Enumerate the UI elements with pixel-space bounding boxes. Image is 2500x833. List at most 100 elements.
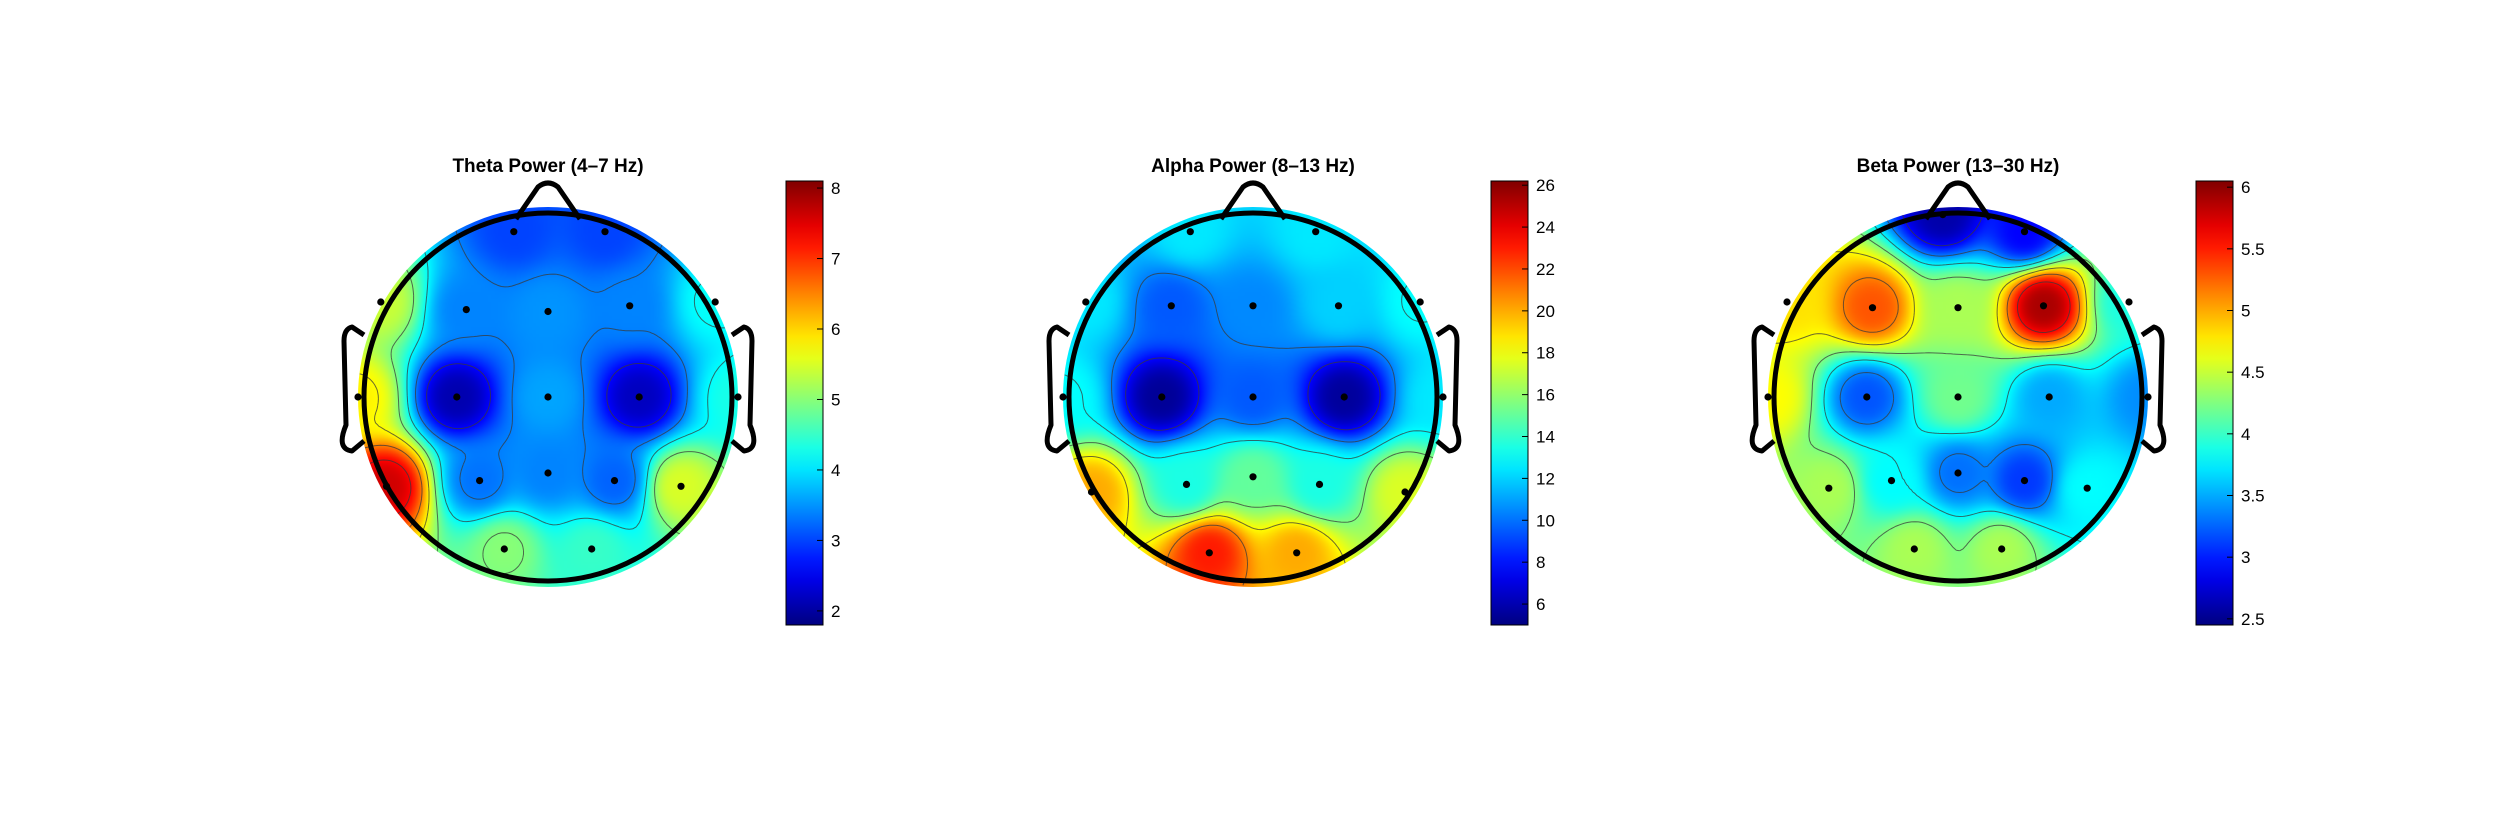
electrode-marker bbox=[1312, 228, 1320, 236]
electrode-marker bbox=[601, 228, 609, 236]
electrode-marker bbox=[2039, 302, 2048, 310]
colorbar-tick-label: 4 bbox=[831, 461, 840, 480]
head-outline bbox=[1771, 210, 2145, 584]
topoplot-panel-1: Theta Power (4–7 Hz) 2 3 4 5 6 7 8 bbox=[339, 156, 840, 626]
electrode-marker bbox=[1315, 480, 1324, 488]
electrode-marker bbox=[1887, 477, 1896, 485]
electrode-marker bbox=[1439, 393, 1447, 401]
electrode-marker bbox=[1416, 298, 1424, 306]
electrode-marker bbox=[1182, 480, 1191, 488]
colorbar-tick-label: 26 bbox=[1536, 176, 1555, 195]
colorbar-tick-label: 18 bbox=[1536, 344, 1555, 363]
colorbar-tick-label: 2.5 bbox=[2241, 610, 2265, 629]
colorbar-tick-label: 6 bbox=[1536, 595, 1545, 614]
electrode-marker bbox=[626, 302, 634, 310]
colorbar bbox=[785, 180, 824, 626]
panel-title: Beta Power (13–30 Hz) bbox=[1857, 156, 2060, 177]
electrode-marker bbox=[711, 298, 719, 306]
colorbar-tick-label: 8 bbox=[1536, 553, 1545, 572]
topoplot-panel-3: Beta Power (13–30 Hz) 2.5 3 3.5 4 4.5 5 5.5 6 bbox=[1749, 156, 2265, 629]
electrode-marker bbox=[610, 477, 619, 485]
electrode-marker bbox=[1293, 549, 1301, 557]
colorbar-tick-label: 5 bbox=[2241, 302, 2250, 321]
electrode-marker bbox=[1764, 393, 1772, 401]
electrode-marker bbox=[1249, 473, 1257, 481]
nose-outline bbox=[1923, 180, 1993, 221]
colorbar-tick-label: 4 bbox=[2241, 425, 2250, 444]
electrode-marker bbox=[462, 306, 470, 314]
colorbar-tick-label: 6 bbox=[2241, 178, 2250, 197]
colorbar-tick-label: 24 bbox=[1536, 218, 1555, 237]
electrode-marker bbox=[1334, 302, 1343, 310]
colorbar-tick-label: 7 bbox=[831, 250, 840, 269]
electrode-marker bbox=[476, 477, 484, 485]
colorbar-tick-label: 3 bbox=[2241, 548, 2250, 567]
colorbar-tick-label: 4.5 bbox=[2241, 363, 2265, 382]
colorbar-tick-label: 16 bbox=[1536, 386, 1555, 405]
electrode-marker bbox=[1954, 304, 1962, 312]
electrode-marker bbox=[1868, 304, 1877, 312]
electrode-marker bbox=[677, 482, 685, 490]
colorbar-tick-label: 10 bbox=[1536, 511, 1555, 530]
panel-title: Theta Power (4–7 Hz) bbox=[452, 156, 643, 177]
electrode-marker bbox=[354, 393, 362, 401]
electrode-marker bbox=[453, 393, 461, 401]
electrode-marker bbox=[1954, 469, 1962, 477]
colorbar-tick-label: 5 bbox=[831, 390, 840, 409]
electrode-marker bbox=[588, 545, 596, 553]
panel-title: Alpha Power (8–13 Hz) bbox=[1151, 156, 1355, 177]
electrode-marker bbox=[1910, 545, 1918, 553]
colorbar bbox=[1490, 180, 1529, 626]
electrode-marker bbox=[2144, 393, 2152, 401]
electrode-marker bbox=[635, 393, 643, 401]
nose-outline bbox=[1218, 180, 1288, 221]
electrode-marker bbox=[1939, 211, 1947, 219]
nose-outline bbox=[513, 180, 583, 221]
colorbar-tick-label: 12 bbox=[1536, 469, 1555, 488]
electrode-marker bbox=[544, 469, 552, 477]
electrode-marker bbox=[1863, 393, 1871, 401]
electrode-marker bbox=[1186, 228, 1194, 236]
electrode-marker bbox=[2125, 298, 2133, 306]
colorbar-tick-label: 14 bbox=[1536, 428, 1555, 447]
electrode-marker bbox=[1087, 488, 1096, 496]
electrode-marker bbox=[1167, 302, 1175, 310]
left-ear-outline bbox=[1749, 324, 1776, 454]
electrode-marker bbox=[1783, 298, 1791, 306]
right-ear-outline bbox=[2140, 324, 2167, 454]
electrode-marker bbox=[1205, 549, 1213, 557]
electrode-marker bbox=[2020, 477, 2029, 485]
colorbar-tick-label: 3 bbox=[831, 531, 840, 550]
electrode-marker bbox=[1340, 393, 1348, 401]
right-ear-outline bbox=[1435, 324, 1462, 454]
electrode-marker bbox=[1249, 393, 1257, 401]
colorbar-tick-label: 6 bbox=[831, 320, 840, 339]
electrode-marker bbox=[1059, 393, 1067, 401]
electrode-marker bbox=[544, 393, 552, 401]
head-outline bbox=[361, 210, 735, 584]
electrode-marker bbox=[2045, 393, 2053, 401]
topoplot-panel-2: Alpha Power (8–13 Hz) 6 8 10 12 14 16 18 20 22 24 2… bbox=[1044, 156, 1555, 626]
electrode-marker bbox=[377, 298, 385, 306]
electrode-marker bbox=[382, 482, 391, 490]
electrode-marker bbox=[544, 307, 552, 316]
electrode-marker bbox=[2020, 228, 2029, 236]
electrode-marker bbox=[1158, 393, 1166, 401]
right-ear-outline bbox=[730, 324, 757, 454]
left-ear-outline bbox=[1044, 324, 1071, 454]
electrode-marker bbox=[1249, 302, 1257, 310]
electrode-marker bbox=[510, 228, 518, 236]
colorbar-tick-label: 3.5 bbox=[2241, 487, 2265, 506]
electrode-marker bbox=[500, 545, 508, 553]
electrode-marker bbox=[2083, 484, 2091, 492]
electrode-marker bbox=[1401, 488, 1409, 496]
colorbar bbox=[2195, 180, 2234, 626]
colorbar-tick-label: 20 bbox=[1536, 302, 1555, 321]
colorbar-tick-label: 5.5 bbox=[2241, 240, 2265, 259]
head-outline bbox=[1066, 210, 1440, 584]
electrode-marker bbox=[1998, 545, 2006, 553]
colorbar-tick-label: 22 bbox=[1536, 260, 1555, 279]
electrode-marker bbox=[734, 393, 742, 401]
electrode-marker bbox=[1825, 484, 1833, 492]
